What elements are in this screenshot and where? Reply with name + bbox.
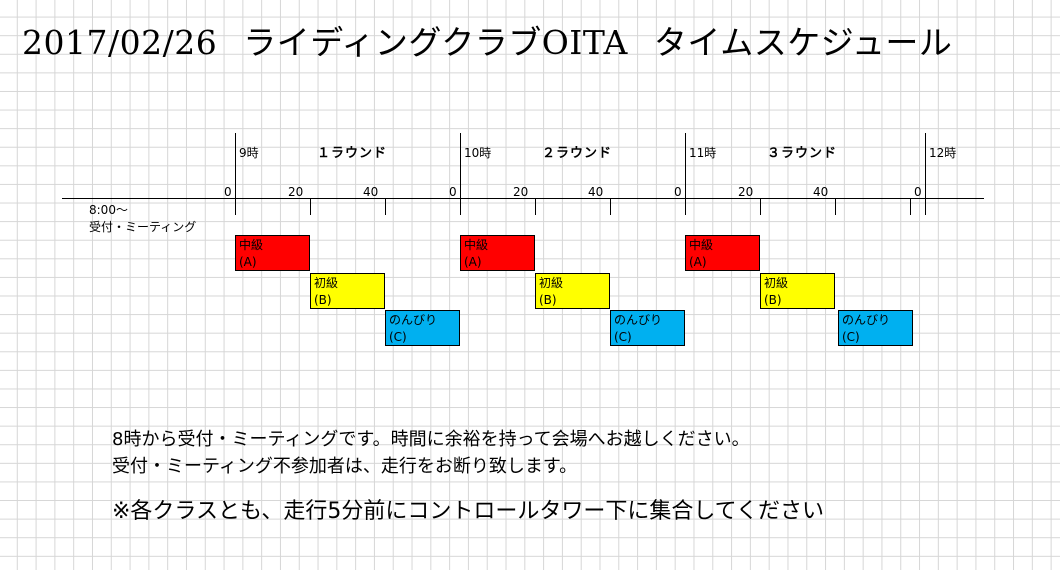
class-code: (C) (614, 330, 632, 344)
class-block: 初級 (B) (310, 273, 385, 309)
meeting-label: 8:00～ 受付・ミーティング (89, 202, 196, 236)
meeting-text: 受付・ミーティング (89, 220, 197, 234)
class-name: のんびり (842, 313, 891, 327)
class-name: のんびり (389, 313, 438, 327)
class-block: 中級 (A) (460, 235, 535, 271)
class-name: のんびり (614, 313, 663, 327)
minute-tick (610, 198, 611, 215)
class-block: のんびり (C) (838, 310, 913, 346)
class-code: (B) (539, 293, 557, 307)
class-block: 中級 (A) (685, 235, 760, 271)
minute-tick (460, 198, 461, 215)
minute-label: 40 (363, 185, 379, 199)
meeting-time: 8:00～ (89, 203, 128, 217)
minute-label: 20 (288, 185, 304, 199)
minute-tick (760, 198, 761, 215)
class-block: 初級 (B) (535, 273, 610, 309)
minute-label: 40 (813, 185, 829, 199)
minute-label: 20 (738, 185, 754, 199)
class-block: のんびり (C) (610, 310, 685, 346)
minute-tick (685, 198, 686, 215)
time-axis (62, 198, 984, 199)
class-code: (B) (314, 293, 332, 307)
minute-tick (835, 198, 836, 215)
class-name: 初級 (764, 276, 789, 290)
minute-label: 0 (449, 185, 457, 199)
minute-tick (385, 198, 386, 215)
class-code: (A) (239, 255, 257, 269)
page-title: 2017/02/26 ライディングクラブOITA タイムスケジュール (22, 16, 952, 64)
note-absence: 受付・ミーティング不参加者は、走行をお断り致します。 (112, 456, 578, 477)
class-name: 初級 (539, 276, 564, 290)
class-block: 初級 (B) (760, 273, 835, 309)
hour-label: 10時 (464, 146, 492, 160)
minute-label: 40 (588, 185, 604, 199)
minute-tick (535, 198, 536, 215)
class-name: 中級 (239, 238, 264, 252)
round-label: １ラウンド (317, 146, 388, 161)
class-name: 初級 (314, 276, 339, 290)
minute-label: 20 (513, 185, 529, 199)
note-reception: 8時から受付・ミーティングです。時間に余裕を持って会場へお越しください。 (112, 429, 750, 450)
title-club: ライディングクラブOITA (243, 23, 628, 62)
class-name: 中級 (464, 238, 489, 252)
hour-label: 11時 (689, 146, 717, 160)
title-date: 2017/02/26 (22, 23, 218, 62)
class-code: (C) (389, 330, 407, 344)
minute-label: 0 (914, 185, 922, 199)
class-code: (C) (842, 330, 860, 344)
hour-line (925, 133, 926, 215)
class-block: 中級 (A) (235, 235, 310, 271)
class-block: のんびり (C) (385, 310, 460, 346)
minute-tick (310, 198, 311, 215)
class-code: (A) (464, 255, 482, 269)
hour-line (235, 133, 236, 215)
hour-line (460, 133, 461, 215)
minute-label: 0 (674, 185, 682, 199)
minute-label: 0 (224, 185, 232, 199)
class-code: (A) (689, 255, 707, 269)
hour-label: 9時 (239, 146, 259, 160)
hour-label: 12時 (929, 146, 957, 160)
hour-line (685, 133, 686, 215)
round-label: ３ラウンド (767, 146, 838, 161)
class-code: (B) (764, 293, 782, 307)
minute-tick (910, 198, 911, 215)
note-assembly: ※各クラスとも、走行5分前にコントロールタワー下に集合してください (112, 499, 825, 524)
round-label: ２ラウンド (542, 146, 613, 161)
class-name: 中級 (689, 238, 714, 252)
title-subtitle: タイムスケジュール (653, 23, 953, 62)
